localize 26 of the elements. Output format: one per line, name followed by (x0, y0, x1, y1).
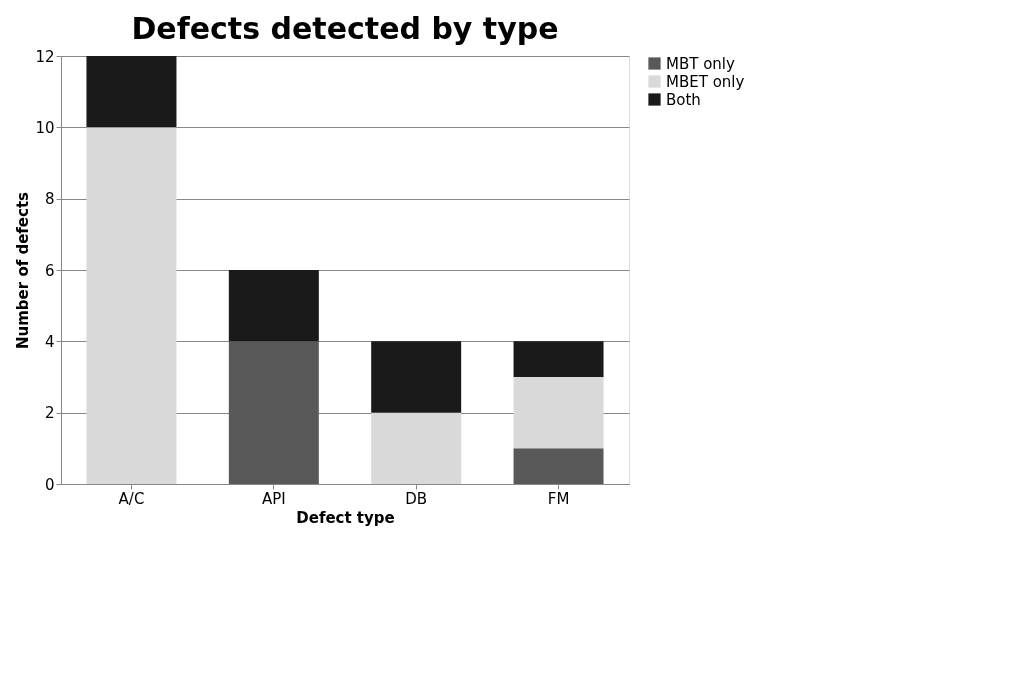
y-tick-label: 8 (44, 190, 55, 209)
y-axis-title: Number of defects (14, 191, 33, 350)
x-tick-label: API (261, 489, 286, 508)
bar (228, 341, 319, 484)
bar (86, 56, 177, 128)
bar (513, 377, 604, 449)
y-tick-label: 2 (44, 404, 55, 423)
chart-title: Defects detected by type (131, 11, 559, 46)
bar (86, 127, 177, 484)
legend-label: MBET only (666, 72, 745, 91)
y-tick-label: 12 (35, 47, 55, 66)
bar (371, 341, 462, 413)
bar (513, 341, 604, 377)
y-tick-label: 0 (44, 475, 55, 494)
x-tick-label: DB (405, 489, 428, 508)
bar (371, 412, 462, 484)
x-tick-label: FM (547, 489, 570, 508)
x-axis-title: Defect type (296, 508, 395, 527)
x-tick-label: A/C (118, 489, 145, 508)
bar (228, 270, 319, 342)
legend-label: MBT only (666, 54, 736, 73)
y-tick-label: 10 (35, 118, 55, 137)
y-tick-label: 4 (44, 332, 55, 351)
y-tick-label: 6 (44, 261, 55, 280)
bar (513, 448, 604, 484)
legend-label: Both (666, 90, 701, 109)
